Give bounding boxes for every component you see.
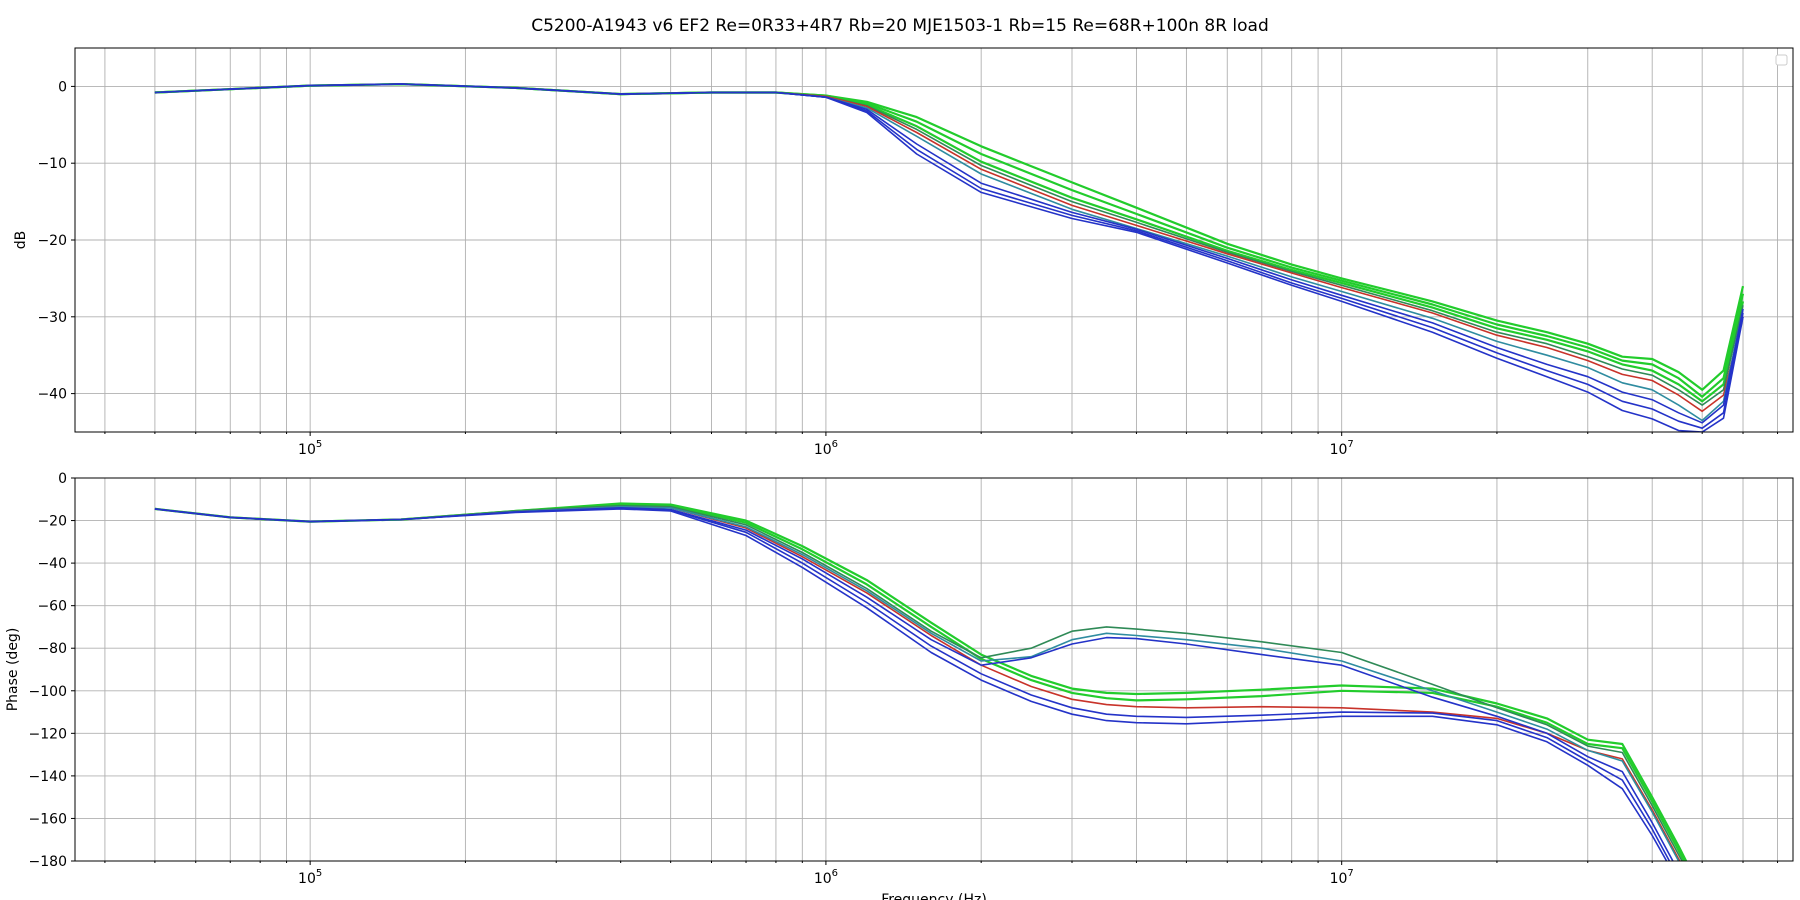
series-line-4 (154, 505, 1680, 861)
figure-title: C5200-A1943 v6 EF2 Re=0R33+4R7 Rb=20 MJE… (531, 16, 1269, 36)
y-tick-label: 0 (58, 79, 67, 95)
y-tick-label: −120 (29, 726, 67, 742)
y-axis-label: Phase (deg) (5, 628, 21, 712)
x-tick-label: 105 (298, 868, 322, 887)
y-tick-label: −20 (37, 514, 67, 530)
series-line-6 (154, 83, 1744, 424)
x-tick-label: 106 (814, 439, 838, 458)
phase-panel: 105 106 107 0 −20 −40 −60 −80 −100 −120 −140 −160 −1… (5, 471, 1794, 900)
x-ticks (104, 861, 1779, 865)
x-tick-label: 107 (1330, 439, 1354, 458)
y-tick-label: −180 (29, 854, 67, 870)
y-tick-label: −160 (29, 811, 67, 827)
magnitude-panel: 105 106 107 0 −10 −20 −30 −40 dB (13, 47, 1794, 458)
y-tick-label: −40 (37, 556, 67, 572)
y-tick-label: −100 (29, 684, 67, 700)
y-tick-label: 0 (58, 471, 67, 487)
series-line-6 (154, 507, 1671, 861)
series-line-5 (154, 83, 1744, 422)
x-tick-label: 106 (814, 868, 838, 887)
legend-box (1775, 54, 1788, 66)
y-axis-label: dB (13, 231, 29, 250)
axes-frame (74, 477, 1794, 862)
series-line-7 (154, 508, 1668, 861)
y-tick-label: −60 (37, 599, 67, 615)
y-tick-label: −140 (29, 769, 67, 785)
series-group (154, 502, 1688, 861)
series-line-7 (154, 83, 1744, 430)
y-tick-label: −80 (37, 641, 67, 657)
x-ticks (104, 432, 1779, 436)
x-tick-label: 107 (1330, 868, 1354, 887)
x-tick-label: 105 (298, 439, 322, 458)
grid (75, 48, 1793, 432)
grid (75, 477, 1793, 862)
y-tick-label: −10 (37, 156, 67, 172)
series-group (154, 82, 1745, 432)
series-line-4 (154, 83, 1744, 413)
y-tick-label: −30 (37, 310, 67, 326)
y-tick-label: −40 (37, 387, 67, 403)
series-line-8 (154, 83, 1744, 432)
x-axis-label: Frequency (Hz) (881, 892, 987, 900)
y-tick-label: −20 (37, 233, 67, 249)
